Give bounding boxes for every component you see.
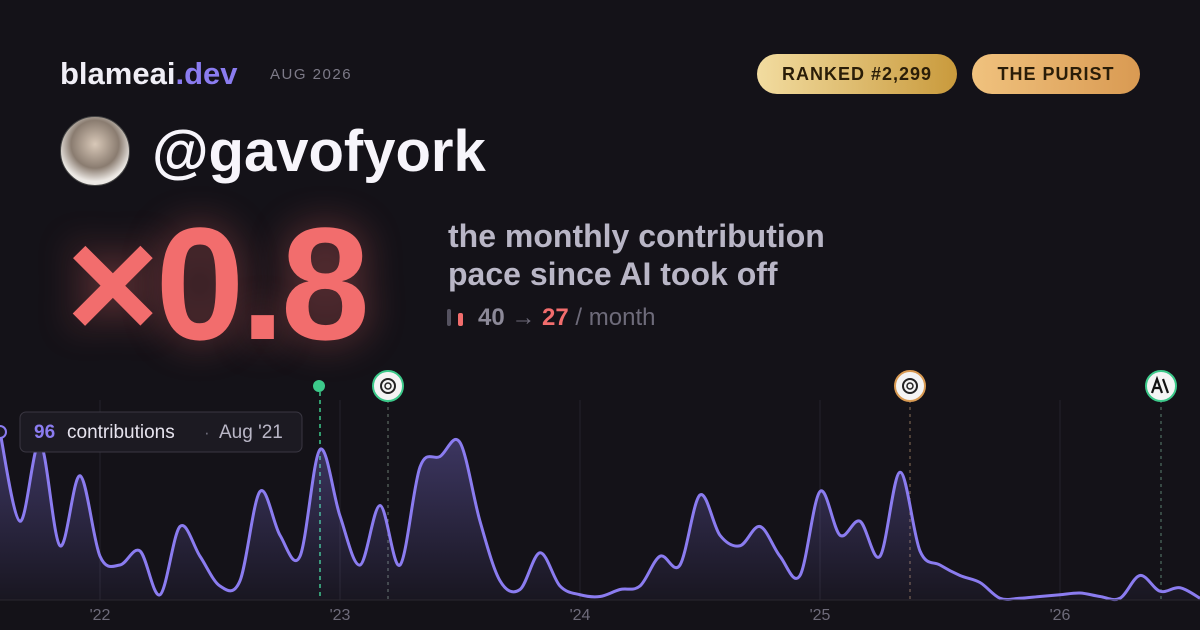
description-1: the monthly contribution	[448, 218, 825, 254]
area	[0, 432, 1200, 600]
x-tick-label: '25	[810, 607, 831, 624]
after-icon	[458, 313, 463, 326]
anthropic-icon	[1145, 370, 1177, 402]
pace-line: 40 → 27 / month	[478, 304, 655, 332]
tooltip	[19, 411, 303, 453]
x-tick-label: '23	[330, 607, 351, 624]
x-tick-label: '22	[90, 607, 111, 624]
handle: @gavofyork	[152, 119, 486, 184]
avatar	[60, 116, 130, 186]
tooltip-value: 96	[34, 422, 55, 443]
openai-icon	[894, 370, 926, 402]
point	[0, 425, 7, 439]
brand-name: blameai	[60, 56, 176, 91]
tooltip-date: Aug '21	[219, 422, 283, 443]
arrow: →	[511, 304, 536, 331]
multiplier: ×0.8	[66, 194, 370, 373]
line	[0, 431, 1200, 602]
before: 40	[478, 304, 505, 331]
description-2: pace since AI took off	[448, 256, 778, 292]
persona-badge: THE PURIST	[972, 54, 1140, 94]
x-tick-label: '26	[1050, 607, 1071, 624]
rank-badge: RANKED #2,299	[757, 54, 957, 94]
tooltip-label: contributions	[67, 422, 175, 443]
tooltip-separator: ·	[204, 423, 210, 442]
brand: blameai.dev	[60, 56, 237, 92]
brand-suffix: .dev	[175, 56, 238, 91]
before-icon	[447, 309, 451, 326]
date: AUG 2026	[270, 66, 353, 83]
event-dot	[313, 380, 325, 392]
unit: / month	[575, 304, 656, 331]
openai-icon	[372, 370, 404, 402]
after: 27	[542, 304, 569, 331]
x-tick-label: '24	[570, 607, 591, 624]
